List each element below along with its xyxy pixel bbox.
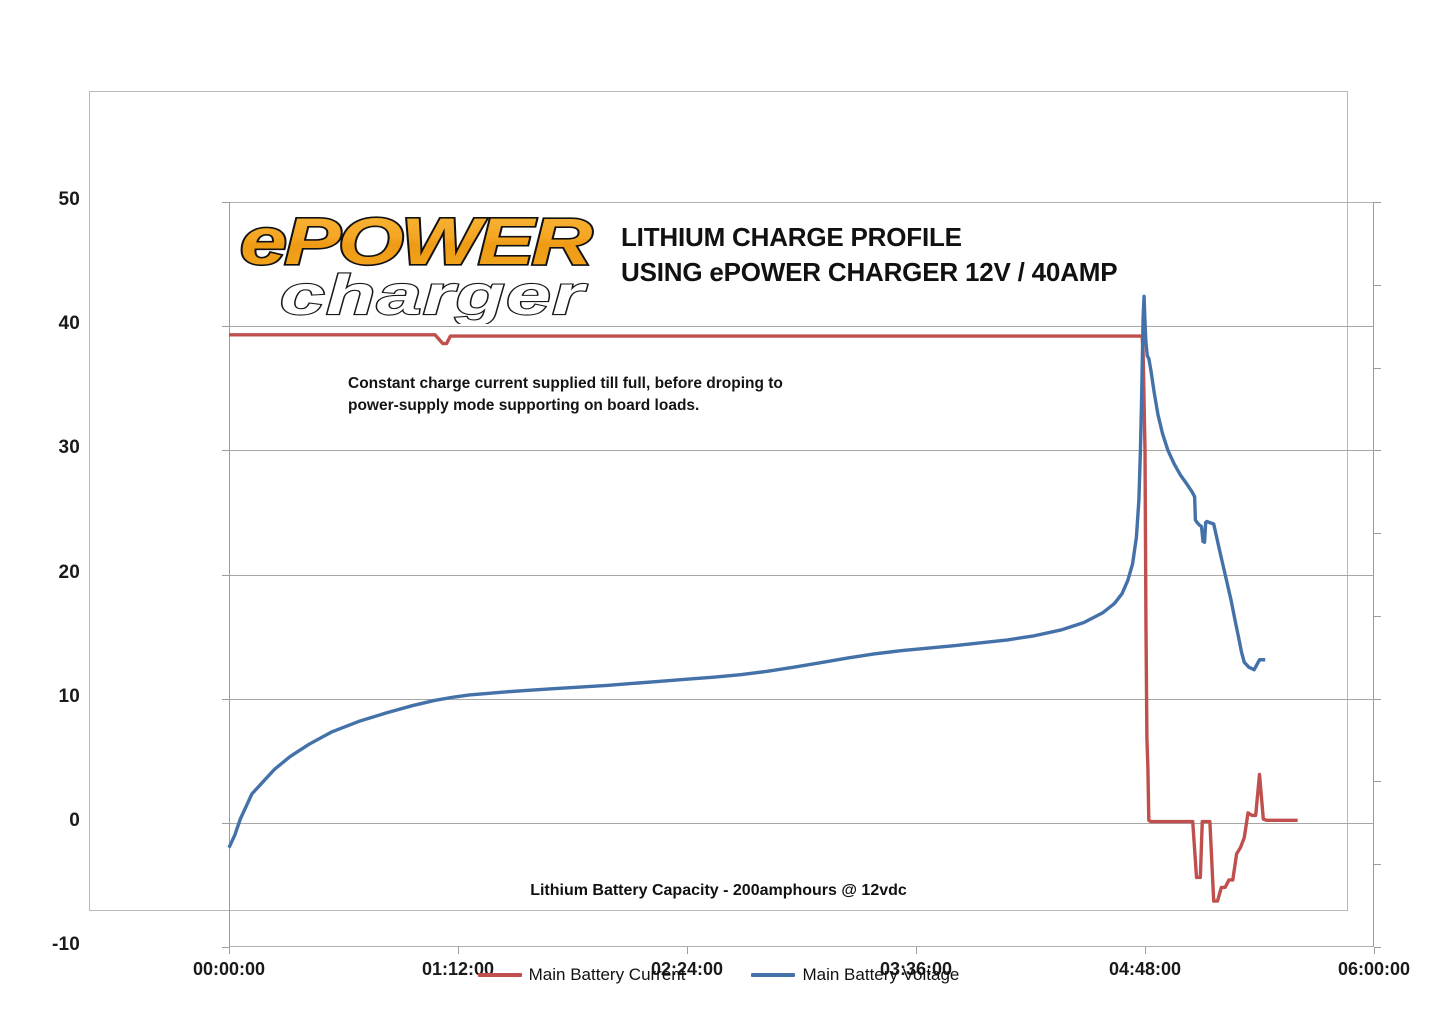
x-axis-label: 06:00:00 — [1337, 959, 1411, 979]
y-axis-left-label: 20 — [58, 561, 80, 583]
y-tick-right — [1374, 450, 1381, 452]
chart-frame: ePOWER charger LITHIUM CHARGE PROFILE US… — [52, 91, 1410, 984]
chart-annotation: Constant charge current supplied till fu… — [348, 373, 783, 418]
series-lines — [227, 294, 1298, 903]
legend-swatch-current — [477, 973, 522, 977]
series-line-main-battery-voltage — [227, 294, 1266, 849]
y-tick-left — [222, 822, 229, 824]
y-tick-right — [1374, 367, 1381, 369]
x-axis-label: 04:48:00 — [1108, 959, 1182, 979]
annotation-line1: Constant charge current supplied till fu… — [348, 375, 783, 392]
x-axis-label: 01:12:00 — [421, 959, 495, 979]
chart-title-line1: LITHIUM CHARGE PROFILE — [621, 222, 962, 252]
x-tick — [916, 947, 917, 954]
legend-item-current[interactable]: Main Battery Current — [477, 965, 686, 985]
y-axis-left-label: 40 — [58, 313, 80, 335]
legend-swatch-voltage — [751, 973, 796, 977]
gridline — [229, 698, 1374, 700]
chart-title-line2: USING ePOWER CHARGER 12V / 40AMP — [621, 257, 1118, 288]
x-tick — [1145, 947, 1146, 954]
gridline — [229, 574, 1374, 576]
x-axis-label: 00:00:00 — [192, 959, 266, 979]
y-tick-right — [1374, 864, 1381, 866]
legend-item-voltage[interactable]: Main Battery Voltage — [751, 965, 959, 985]
y-tick-left — [222, 574, 229, 576]
logo-word-charger: charger — [280, 263, 588, 324]
y-axis-left-label: -10 — [51, 934, 80, 955]
x-tick — [458, 947, 459, 954]
series-line-main-battery-current — [229, 333, 1298, 903]
y-tick-left — [222, 450, 229, 452]
chart-title: LITHIUM CHARGE PROFILE USING ePOWER CHAR… — [621, 220, 1118, 290]
x-axis-label: 02:24:00 — [650, 959, 724, 979]
y-tick-left — [222, 947, 229, 948]
y-tick-right — [1374, 615, 1381, 617]
y-tick-right — [1374, 284, 1381, 286]
y-tick-left — [222, 202, 229, 203]
y-tick-right — [1374, 202, 1381, 203]
y-axis-left-label: 30 — [58, 437, 80, 459]
x-tick — [687, 947, 688, 954]
x-tick — [1374, 947, 1375, 954]
y-tick-left — [222, 326, 229, 328]
y-tick-right — [1374, 698, 1381, 700]
logo-word-epower: ePOWER — [240, 204, 593, 278]
y-tick-right — [1374, 947, 1381, 948]
gridline — [229, 326, 1374, 328]
gridline — [229, 450, 1374, 452]
legend-label-voltage: Main Battery Voltage — [802, 965, 960, 984]
x-axis-title: Lithium Battery Capacity - 200amphours @… — [530, 882, 907, 899]
y-axis-left-label: 0 — [69, 809, 80, 831]
annotation-line2: power-supply mode supporting on board lo… — [348, 397, 700, 415]
chart-legend: Main Battery Current Main Battery Voltag… — [90, 965, 1347, 985]
y-tick-right — [1374, 781, 1381, 783]
y-tick-left — [222, 698, 229, 700]
y-tick-right — [1374, 533, 1381, 535]
y-axis-left-label: 10 — [58, 685, 80, 707]
x-axis-label: 03:36:00 — [879, 959, 953, 979]
legend-label-current: Main Battery Current — [528, 965, 686, 984]
x-tick — [229, 947, 230, 954]
gridline — [229, 822, 1374, 824]
y-axis-left-label: 50 — [58, 189, 80, 210]
epower-charger-logo: ePOWER charger — [236, 202, 596, 324]
